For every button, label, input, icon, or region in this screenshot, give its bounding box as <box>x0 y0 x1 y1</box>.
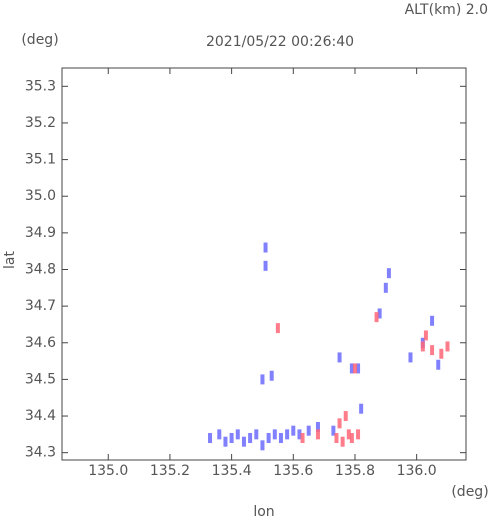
x-axis-label: lon <box>253 504 274 520</box>
echo-point <box>374 312 379 323</box>
y-tick-label: 35.3 <box>25 78 56 94</box>
echo-point <box>356 429 361 440</box>
echo-point <box>337 352 342 363</box>
echo-point <box>359 403 364 414</box>
x-tick-label: 135.2 <box>150 463 190 479</box>
y-tick-label: 34.3 <box>25 445 56 461</box>
y-tick-label: 34.4 <box>25 408 56 424</box>
echo-point <box>263 260 268 271</box>
echo-point <box>408 352 413 363</box>
x-tick-label: 136.0 <box>397 463 437 479</box>
echo-point <box>278 433 283 444</box>
echo-point <box>430 315 435 326</box>
echo-point <box>269 370 274 381</box>
echo-point <box>352 363 357 374</box>
echo-point <box>208 433 213 444</box>
y-tick-label: 34.7 <box>25 298 56 314</box>
echo-point <box>383 282 388 293</box>
echo-point <box>343 411 348 422</box>
x-unit: (deg) <box>451 484 488 500</box>
echo-point <box>430 345 435 356</box>
echo-point <box>266 433 271 444</box>
plot-frame <box>61 67 467 461</box>
echo-point <box>445 341 450 352</box>
y-tick-label: 35.0 <box>25 188 56 204</box>
echo-point <box>346 429 351 440</box>
y-tick-label: 34.6 <box>25 335 56 351</box>
echo-point <box>439 348 444 359</box>
echo-point <box>356 363 361 374</box>
echo-point <box>260 440 265 451</box>
echo-point <box>254 429 259 440</box>
echo-point <box>263 242 268 253</box>
echo-point <box>248 433 253 444</box>
echo-point <box>377 308 382 319</box>
y-tick-label: 35.1 <box>25 152 56 168</box>
echo-point <box>217 429 222 440</box>
echo-point <box>349 433 354 444</box>
x-tick-label: 135.0 <box>88 463 128 479</box>
echo-point <box>291 425 296 436</box>
chart-title: 2021/05/22 00:26:40 <box>206 34 354 50</box>
y-tick-label: 34.9 <box>25 225 56 241</box>
echo-point <box>334 433 339 444</box>
echo-point <box>315 422 320 433</box>
altitude-label: ALT(km) 2.0 <box>405 2 488 18</box>
echo-point <box>423 330 428 341</box>
y-unit: (deg) <box>21 32 58 48</box>
echo-point <box>300 433 305 444</box>
echo-point <box>340 436 345 447</box>
y-tick-label: 34.8 <box>25 261 56 277</box>
echo-point <box>223 436 228 447</box>
echo-point <box>331 425 336 436</box>
echo-point <box>420 341 425 352</box>
x-tick-label: 135.6 <box>273 463 313 479</box>
echo-point <box>260 374 265 385</box>
y-tick-label: 34.5 <box>25 371 56 387</box>
echo-point <box>275 323 280 334</box>
echo-point <box>315 429 320 440</box>
echo-point <box>241 436 246 447</box>
x-tick-label: 135.8 <box>335 463 375 479</box>
y-tick-label: 35.2 <box>25 115 56 131</box>
echo-point <box>297 429 302 440</box>
x-tick-label: 135.4 <box>212 463 252 479</box>
y-axis-label: lat <box>2 251 18 269</box>
echo-point <box>349 363 354 374</box>
echo-point <box>436 359 441 370</box>
echo-point <box>386 268 391 279</box>
echo-point <box>306 425 311 436</box>
echo-point <box>235 429 240 440</box>
echo-point <box>285 429 290 440</box>
echo-point <box>337 418 342 429</box>
echo-point <box>229 433 234 444</box>
echo-point <box>272 429 277 440</box>
